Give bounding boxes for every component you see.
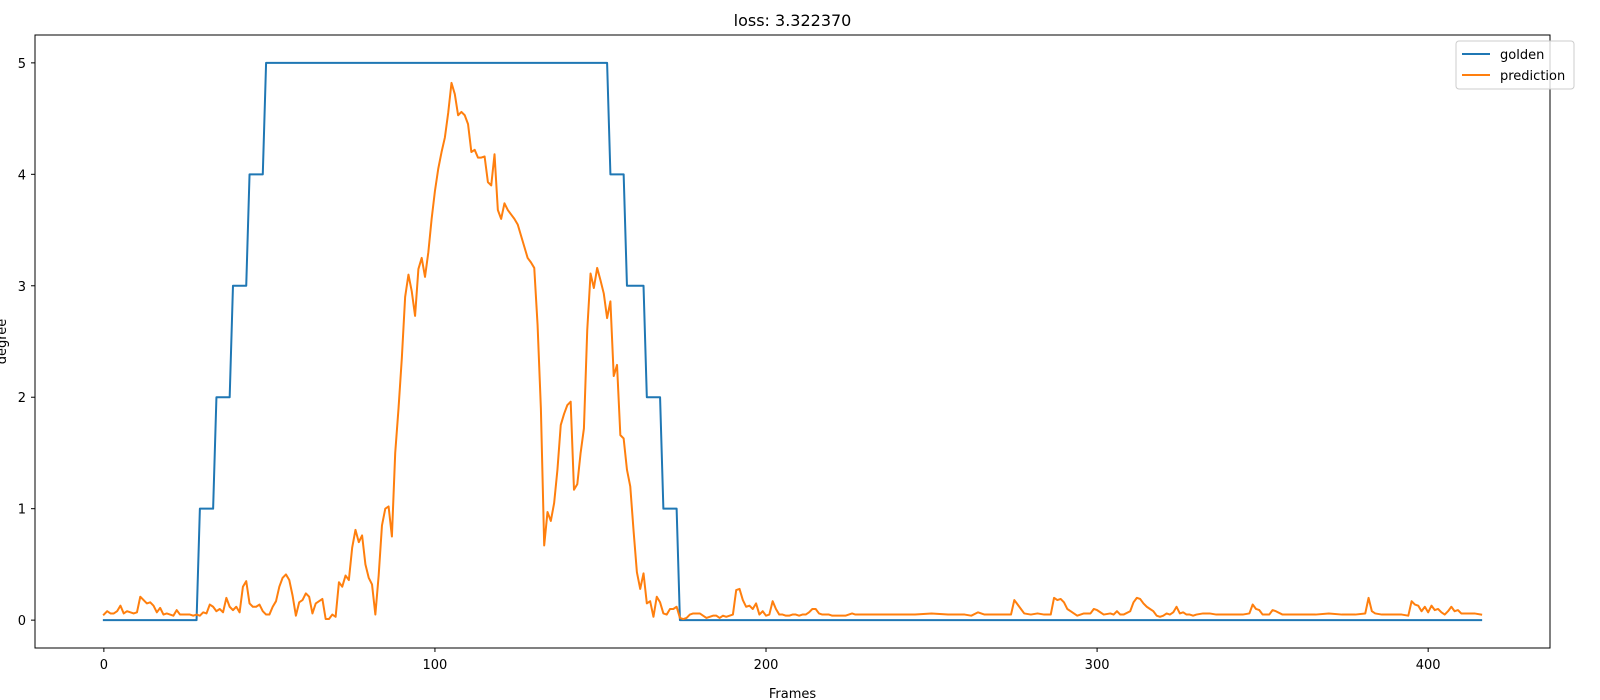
legend-label-prediction: prediction <box>1500 69 1565 84</box>
legend: golden prediction <box>1455 40 1575 90</box>
plot-background <box>35 35 1550 648</box>
y-axis-title: degree <box>0 319 10 365</box>
x-tick-label: 200 <box>754 658 779 673</box>
x-axis-title: Frames <box>769 687 817 700</box>
chart-title: loss: 3.322370 <box>734 11 852 30</box>
y-tick-label: 4 <box>18 168 26 183</box>
legend-label-golden: golden <box>1500 48 1544 63</box>
y-tick-label: 2 <box>18 391 26 406</box>
plot-area <box>34 34 1551 649</box>
y-tick-label: 0 <box>18 614 26 629</box>
x-tick-label: 400 <box>1416 658 1441 673</box>
series-line-golden <box>102 61 1483 622</box>
x-tick-label: 100 <box>423 658 448 673</box>
x-tick-label: 300 <box>1085 658 1110 673</box>
y-axis: 0 1 2 3 4 5 <box>18 57 35 629</box>
x-tick-label: 0 <box>100 658 108 673</box>
y-tick-label: 5 <box>18 57 26 72</box>
series-line-prediction <box>102 81 1483 621</box>
y-tick-label: 1 <box>18 503 26 518</box>
x-axis: 0 100 200 300 400 <box>100 648 1441 673</box>
plot-border <box>34 34 1551 649</box>
series-layer <box>102 61 1483 622</box>
y-tick-label: 3 <box>18 280 26 295</box>
